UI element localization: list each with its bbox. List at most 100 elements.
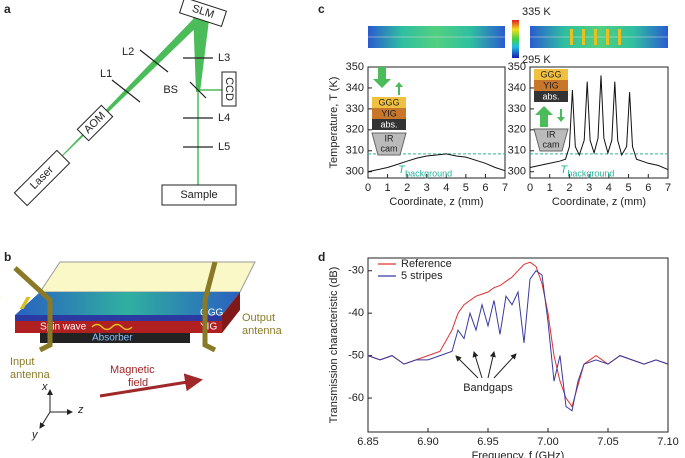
x-tick-label: 5	[463, 182, 469, 194]
x-axis-label: Coordinate, z (mm)	[389, 196, 483, 208]
camera-label: cam	[380, 143, 397, 153]
x-tick-label: 4	[443, 182, 449, 194]
x-tick-label: 5	[626, 182, 632, 194]
label: YIG	[200, 322, 217, 333]
beam-splitter	[189, 81, 207, 99]
label: GGG	[200, 308, 224, 319]
panel-label: d	[318, 250, 325, 264]
camera-label: IR	[385, 133, 395, 143]
yig-top	[15, 292, 240, 315]
heat-arrow	[373, 67, 391, 88]
x-axis-label: Frequency, f (GHz)	[472, 450, 565, 458]
y-tick-label: 350	[508, 61, 526, 73]
plot-frame	[367, 66, 506, 179]
annotation: background	[405, 168, 452, 178]
label: BS	[163, 84, 178, 96]
y-tick-label: -50	[348, 350, 364, 362]
panel-label: b	[4, 250, 11, 264]
layer	[534, 80, 568, 91]
ggg-layer	[39, 261, 256, 293]
data-line	[367, 153, 506, 173]
layer-label: GGG	[540, 69, 561, 79]
y-tick-label: 330	[508, 103, 526, 115]
setup-diagram: SLM L2 L1 AOM Laser L3 BS CCD L4 L5 Samp…	[13, 0, 237, 207]
x-tick-label: 0	[527, 182, 533, 194]
panel-label: a	[4, 2, 11, 16]
layer	[534, 69, 568, 80]
beam	[40, 12, 206, 178]
y-tick-label: 300	[346, 166, 364, 178]
side	[222, 292, 240, 333]
label: Spin wave	[40, 322, 87, 333]
data-line	[367, 270, 669, 412]
ggg-face	[15, 315, 222, 321]
sample-box	[161, 184, 237, 206]
layer	[372, 108, 406, 119]
data-line	[529, 75, 669, 171]
data-line	[367, 261, 669, 408]
label: antenna	[10, 369, 51, 381]
annotation: background	[567, 168, 614, 178]
label: L2	[122, 46, 134, 58]
y-tick-label: -30	[348, 265, 364, 277]
y-tick-label: 330	[346, 103, 364, 115]
x-tick-label: 6.90	[417, 436, 438, 448]
y-tick-label: 340	[346, 82, 364, 94]
x-axis-label: Coordinate, z (mm)	[552, 196, 646, 208]
x-tick-label: 1	[385, 182, 391, 194]
x-tick-label: 7.00	[537, 436, 558, 448]
absorber	[40, 333, 190, 343]
annotation: T	[560, 164, 568, 176]
label: field	[128, 377, 148, 389]
label: Sample	[180, 189, 217, 201]
label: Absorber	[92, 333, 133, 344]
y-tick-label: 320	[508, 124, 526, 136]
aom-box	[76, 104, 114, 142]
x-tick-label: 7	[665, 182, 671, 194]
thermal-images: 335 K 295 K	[368, 6, 668, 66]
colorbar-label: 295 K	[522, 54, 551, 66]
y-tick-label: 340	[508, 82, 526, 94]
x-tick-label: 7.10	[657, 436, 678, 448]
y-tick-label: 350	[346, 61, 364, 73]
heat-arrow	[535, 106, 553, 127]
y-axis-label: Temperature, T (K)	[328, 77, 340, 169]
x-tick-label: 3	[424, 182, 430, 194]
colorbar-label: 335 K	[522, 6, 551, 18]
heat-arrow	[395, 82, 403, 95]
axis-label: x	[41, 381, 48, 393]
beam	[193, 12, 210, 92]
heat-arrow	[557, 109, 565, 122]
y-tick-label: 310	[346, 145, 364, 157]
layer-label: YIG	[381, 108, 397, 118]
y-tick-label: -60	[348, 392, 364, 404]
y-axis-label: Transmission characteristic (dB)	[328, 267, 340, 424]
label: antenna	[242, 325, 283, 337]
label: L4	[218, 112, 230, 124]
label: L5	[218, 141, 230, 153]
x-tick-label: 4	[606, 182, 612, 194]
colorbar	[512, 20, 519, 58]
ir-camera	[371, 132, 407, 156]
camera-label: IR	[547, 129, 557, 139]
legend-label: Reference	[401, 258, 452, 270]
y-tick-label: 320	[346, 124, 364, 136]
x-tick-label: 0	[365, 182, 371, 194]
layer-label: YIG	[543, 80, 559, 90]
laser-box	[13, 149, 71, 207]
y-tick-label: -40	[348, 307, 364, 319]
layer	[372, 97, 406, 108]
x-tick-label: 1	[547, 182, 553, 194]
axis-label: z	[77, 404, 84, 416]
field-arrow	[99, 373, 203, 398]
x-tick-label: 2	[566, 182, 572, 194]
plot-frame	[367, 257, 669, 433]
x-tick-label: 6	[482, 182, 488, 194]
ccd-box	[221, 71, 237, 107]
ir-camera	[533, 128, 569, 152]
y-tick-label: 300	[508, 166, 526, 178]
label: Input	[10, 356, 34, 368]
x-tick-label: 6.95	[477, 436, 498, 448]
input-antenna	[13, 266, 53, 353]
